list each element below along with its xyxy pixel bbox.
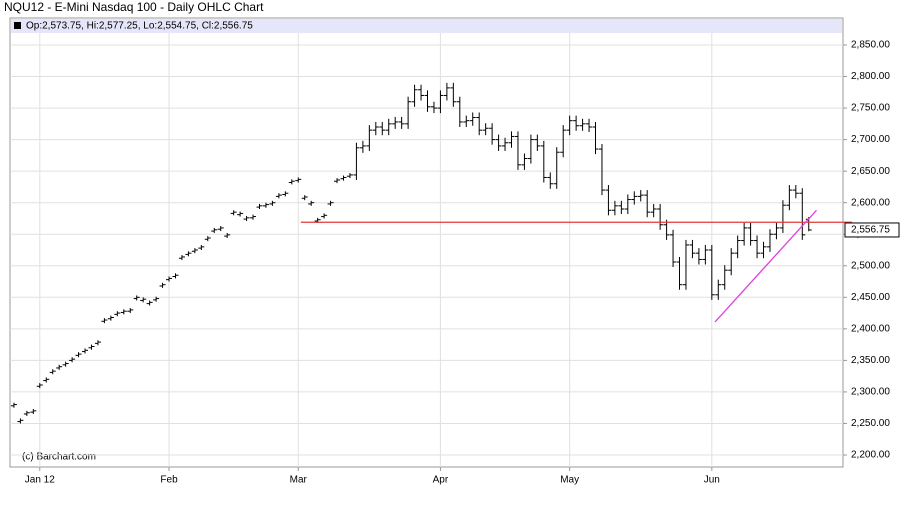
info-label: Op:2,573.75, Hi:2,577.25, Lo:2,554.75, C… — [26, 21, 253, 32]
y-tick-label: 2,450.00 — [851, 292, 890, 303]
y-tick-label: 2,200.00 — [851, 450, 890, 461]
y-tick-label: 2,650.00 — [851, 166, 890, 177]
x-tick-label: Apr — [433, 475, 449, 486]
last-price-label: 2,556.75 — [851, 225, 890, 236]
y-tick-label: 2,400.00 — [851, 323, 890, 334]
y-tick-label: 2,250.00 — [851, 418, 890, 429]
y-tick-label: 2,300.00 — [851, 387, 890, 398]
y-tick-label: 2,800.00 — [851, 71, 890, 82]
chart-title: NQU12 - E-Mini Nasdaq 100 - Daily OHLC C… — [4, 0, 264, 14]
y-tick-label: 2,500.00 — [851, 260, 890, 271]
x-tick-label: Mar — [290, 475, 308, 486]
info-icon — [14, 22, 21, 29]
y-tick-label: 2,700.00 — [851, 134, 890, 145]
trend-line — [714, 209, 817, 323]
plot-frame — [9, 17, 844, 468]
last-price-box — [844, 222, 900, 238]
y-tick-label: 2,850.00 — [851, 40, 890, 51]
source: (c) Barchart.com — [22, 452, 96, 463]
x-tick-label: May — [560, 475, 579, 486]
x-tick-label: Jan 12 — [25, 475, 55, 486]
y-tick-label: 2,350.00 — [851, 355, 890, 366]
y-tick-label: 2,750.00 — [851, 103, 890, 114]
x-tick-label: Feb — [160, 475, 178, 486]
info-bar — [11, 19, 842, 33]
x-tick-label: Jun — [704, 475, 720, 486]
y-tick-label: 2,600.00 — [851, 197, 890, 208]
